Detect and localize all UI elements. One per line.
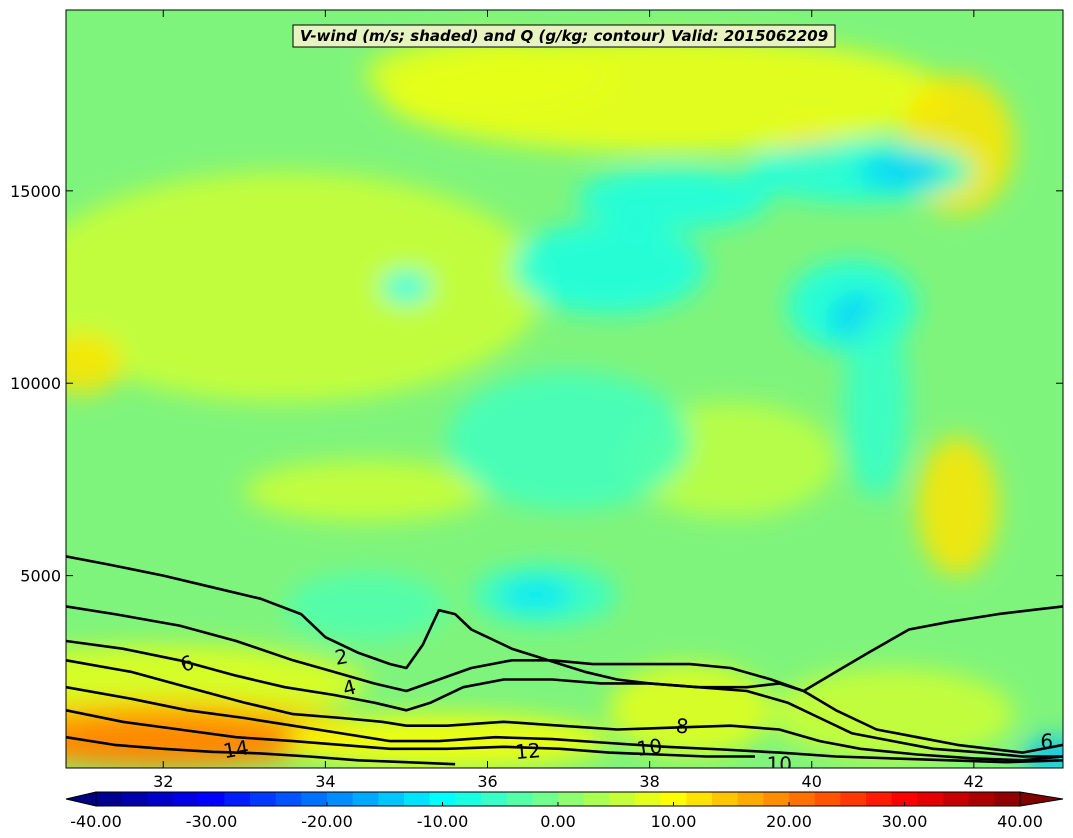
q-contour-2 — [66, 555, 1063, 693]
colorbar-tick-label: 40.00 — [997, 812, 1043, 831]
x-tick-label: 32 — [153, 772, 173, 791]
shading-region — [860, 156, 942, 187]
x-tick-label: 38 — [639, 772, 659, 791]
colorbar-segment — [327, 792, 354, 806]
colorbar-segment — [96, 792, 123, 806]
contour-label: 12 — [514, 738, 541, 764]
y-tick-label: 15000 — [10, 182, 61, 201]
colorbar-segment — [994, 792, 1021, 806]
shading-region — [284, 571, 447, 642]
colorbar-segment — [891, 792, 918, 806]
x-axis: 32 34 36 38 40 42 — [153, 10, 984, 791]
title-background — [292, 24, 836, 48]
y-tick-label: 5000 — [20, 567, 61, 586]
colorbar-segment — [404, 792, 431, 806]
q-contour-14 — [66, 735, 456, 766]
colorbar-tick-label: 10.00 — [651, 812, 697, 831]
colorbar-segment — [301, 792, 328, 806]
colorbar-segment — [121, 792, 148, 806]
shading-region — [66, 714, 310, 768]
colorbar-segment — [943, 792, 970, 806]
colorbar-segment — [583, 792, 610, 806]
shading-region — [499, 579, 573, 611]
colorbar-extend-high — [1019, 791, 1064, 807]
colorbar-segment — [275, 792, 302, 806]
q-contour-12 — [66, 709, 755, 758]
contour-label: 4 — [340, 674, 359, 700]
q-contour-6 — [66, 639, 1063, 758]
colorbar-segment — [506, 792, 533, 806]
shading-region — [66, 333, 123, 395]
y-axis: 5000 10000 15000 — [10, 182, 1063, 586]
colorbar-tick-label: 0.00 — [540, 812, 576, 831]
colorbar-tick-label: 30.00 — [882, 812, 928, 831]
colorbar-segment — [686, 792, 713, 806]
shading-region — [446, 371, 691, 511]
shading-region — [66, 171, 545, 403]
colorbar-segment — [173, 792, 200, 806]
shading-region — [609, 664, 772, 757]
shading-region — [844, 306, 909, 499]
q-contour-10 — [66, 685, 1063, 764]
shading-region — [382, 271, 431, 303]
colorbar-segment — [378, 792, 405, 806]
colorbar-segment — [712, 792, 739, 806]
colorbar-segment — [917, 792, 944, 806]
x-tick-label: 34 — [315, 772, 335, 791]
q-contour-8 — [66, 659, 1063, 762]
colorbar-segment — [968, 792, 995, 806]
shading-region — [365, 36, 610, 114]
y-tick-label: 10000 — [10, 374, 61, 393]
shading-region — [771, 667, 1015, 761]
colorbar-segment — [609, 792, 636, 806]
colorbar-segment — [147, 792, 174, 806]
colorbar: -40.00 -30.00 -20.00 -10.00 0.00 10.00 20.00 30… — [65, 791, 1064, 831]
colorbar-segment — [198, 792, 225, 806]
colorbar-extend-low — [65, 791, 97, 807]
plot-frame — [65, 9, 1064, 769]
colorbar-segment — [455, 792, 482, 806]
colorbar-segment — [250, 792, 277, 806]
colorbar-segment — [429, 792, 456, 806]
colorbar-segment — [635, 792, 662, 806]
x-tick-label: 36 — [477, 772, 497, 791]
contour-label: 8 — [675, 714, 690, 739]
contour-label: 10 — [635, 734, 664, 761]
contour-label: 6 — [1040, 729, 1053, 753]
x-tick-label: 42 — [964, 772, 984, 791]
shading-region — [244, 460, 488, 522]
shading-region — [917, 437, 999, 576]
colorbar-tick-label: 20.00 — [766, 812, 812, 831]
colorbar-segment — [660, 792, 687, 806]
chart-title-box: V-wind (m/s; shaded) and Q (g/kg; contou… — [292, 24, 836, 48]
colorbar-segment — [737, 792, 764, 806]
shading-layer — [66, 36, 1063, 768]
shading-region — [511, 221, 707, 314]
contour-label: 14 — [221, 735, 250, 763]
colorbar-segment — [224, 792, 251, 806]
contour-label: 10 — [767, 753, 792, 777]
colorbar-segment — [352, 792, 379, 806]
colorbar-segment — [763, 792, 790, 806]
colorbar-segment — [840, 792, 867, 806]
colorbar-segment — [532, 792, 559, 806]
colorbar-segment — [789, 792, 816, 806]
x-tick-label: 40 — [802, 772, 822, 791]
colorbar-segment — [866, 792, 893, 806]
colorbar-segment — [814, 792, 841, 806]
colorbar-tick-label: -10.00 — [417, 812, 469, 831]
colorbar-tick-label: -40.00 — [70, 812, 122, 831]
colorbar-segment — [481, 792, 508, 806]
shading-region — [576, 167, 772, 230]
colorbar-tick-label: -20.00 — [301, 812, 353, 831]
contour-layer — [66, 555, 1063, 766]
contour-label: 2 — [333, 644, 350, 670]
q-contour-4 — [66, 605, 1063, 754]
chart-title: V-wind (m/s; shaded) and Q (g/kg; contou… — [300, 27, 828, 45]
colorbar-segment — [558, 792, 585, 806]
colorbar-tick-label: -30.00 — [186, 812, 238, 831]
